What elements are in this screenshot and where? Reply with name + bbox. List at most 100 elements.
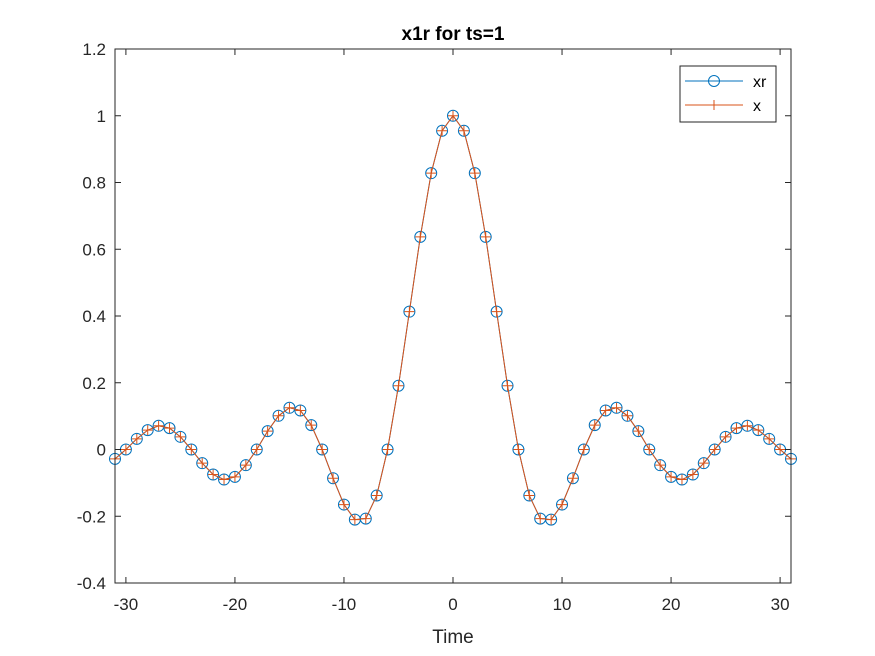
data-point-xr bbox=[479, 230, 492, 243]
data-point-x bbox=[469, 168, 480, 179]
data-point-x bbox=[567, 473, 578, 484]
data-point-xr bbox=[686, 468, 699, 481]
data-point-xr bbox=[163, 422, 176, 435]
data-point-xr bbox=[577, 443, 590, 456]
data-point-x bbox=[753, 425, 764, 436]
data-point-x bbox=[197, 458, 208, 469]
data-point-xr bbox=[261, 425, 274, 438]
x-tick-label: 30 bbox=[771, 595, 790, 614]
data-point-x bbox=[655, 460, 666, 471]
data-point-x bbox=[720, 431, 731, 442]
data-point-x bbox=[382, 444, 393, 455]
data-point-xr bbox=[196, 457, 209, 470]
data-point-xr bbox=[228, 470, 241, 483]
data-point-xr bbox=[643, 443, 656, 456]
data-point-xr bbox=[337, 498, 350, 511]
legend-marker-xr bbox=[708, 75, 720, 87]
data-point-xr bbox=[381, 443, 394, 456]
data-point-xr bbox=[359, 512, 372, 525]
data-point-x bbox=[622, 410, 633, 421]
data-point-xr bbox=[370, 489, 383, 502]
x-tick-label: 10 bbox=[553, 595, 572, 614]
data-point-xr bbox=[632, 425, 645, 438]
y-tick-label: 1.2 bbox=[82, 40, 106, 59]
data-point-xr bbox=[218, 473, 231, 486]
data-point-x bbox=[328, 473, 339, 484]
data-point-xr bbox=[523, 489, 536, 502]
data-point-x bbox=[208, 469, 219, 480]
data-point-xr bbox=[457, 124, 470, 137]
data-point-xr bbox=[719, 430, 732, 443]
data-point-x bbox=[131, 433, 142, 444]
data-point-x bbox=[513, 444, 524, 455]
data-point-xr bbox=[174, 430, 187, 443]
x-axis-label: Time bbox=[432, 627, 474, 648]
data-point-x bbox=[284, 402, 295, 413]
y-tick-label: 0.4 bbox=[82, 307, 106, 326]
data-point-x bbox=[764, 433, 775, 444]
data-point-x bbox=[709, 444, 720, 455]
data-point-x bbox=[219, 474, 230, 485]
data-point-x bbox=[349, 514, 360, 525]
legend-box bbox=[679, 65, 777, 123]
data-point-x bbox=[120, 444, 131, 455]
legend-marker-x bbox=[709, 100, 719, 110]
data-point-xr bbox=[239, 459, 252, 472]
y-tick-label: 1 bbox=[97, 107, 106, 126]
ticks-layer: -30 -20 -10 0 10 20 30 -0.4 -0.2 0 0.2 0.4 0.6 0.8 1 1.… bbox=[77, 40, 791, 614]
data-point-xr bbox=[708, 443, 721, 456]
data-point-x bbox=[524, 490, 535, 501]
data-point-xr bbox=[141, 424, 154, 437]
data-point-x bbox=[448, 110, 458, 121]
data-point-xr bbox=[654, 459, 667, 472]
data-point-x bbox=[535, 513, 546, 524]
data-point-x bbox=[437, 125, 448, 136]
data-point-x bbox=[742, 420, 753, 431]
data-point-xr bbox=[316, 443, 329, 456]
data-point-x bbox=[426, 168, 437, 179]
data-point-xr bbox=[185, 443, 198, 456]
data-point-xr bbox=[556, 498, 569, 511]
data-point-x bbox=[666, 471, 677, 482]
data-point-xr bbox=[447, 109, 459, 122]
data-point-xr bbox=[425, 167, 438, 180]
data-point-xr bbox=[294, 404, 307, 417]
y-tick-label: 0.6 bbox=[82, 240, 106, 259]
data-point-x bbox=[589, 420, 600, 431]
data-point-xr bbox=[436, 124, 449, 137]
data-point-xr bbox=[588, 419, 601, 432]
data-point-xr bbox=[207, 468, 220, 481]
data-point-x bbox=[480, 231, 491, 242]
data-point-xr bbox=[665, 470, 678, 483]
series-x bbox=[110, 110, 796, 525]
data-point-x bbox=[644, 444, 655, 455]
data-point-x bbox=[317, 444, 328, 455]
data-point-x bbox=[676, 474, 687, 485]
data-point-x bbox=[338, 499, 349, 510]
data-point-xr bbox=[752, 424, 765, 437]
x-tick-label: -20 bbox=[223, 595, 248, 614]
data-point-xr bbox=[468, 167, 481, 180]
data-point-xr bbox=[283, 401, 296, 414]
data-point-x bbox=[153, 420, 164, 431]
x-tick-label: -30 bbox=[114, 595, 139, 614]
data-point-x bbox=[142, 425, 153, 436]
data-point-xr bbox=[501, 379, 514, 392]
data-point-x bbox=[164, 423, 175, 434]
data-point-x bbox=[775, 444, 786, 455]
data-point-xr bbox=[512, 443, 525, 456]
data-point-xr bbox=[272, 409, 285, 422]
series-layer bbox=[109, 109, 797, 526]
y-tick-label: 0.2 bbox=[82, 374, 106, 393]
data-point-x bbox=[393, 380, 404, 391]
data-point-xr bbox=[327, 472, 340, 485]
legend: xr x bbox=[679, 65, 777, 123]
data-point-x bbox=[251, 444, 262, 455]
data-point-x bbox=[273, 410, 284, 421]
legend-label-xr: xr bbox=[753, 74, 767, 91]
data-point-x bbox=[240, 460, 251, 471]
data-point-xr bbox=[599, 404, 612, 417]
data-point-x bbox=[698, 458, 709, 469]
data-point-x bbox=[633, 426, 644, 437]
data-point-xr bbox=[250, 443, 263, 456]
